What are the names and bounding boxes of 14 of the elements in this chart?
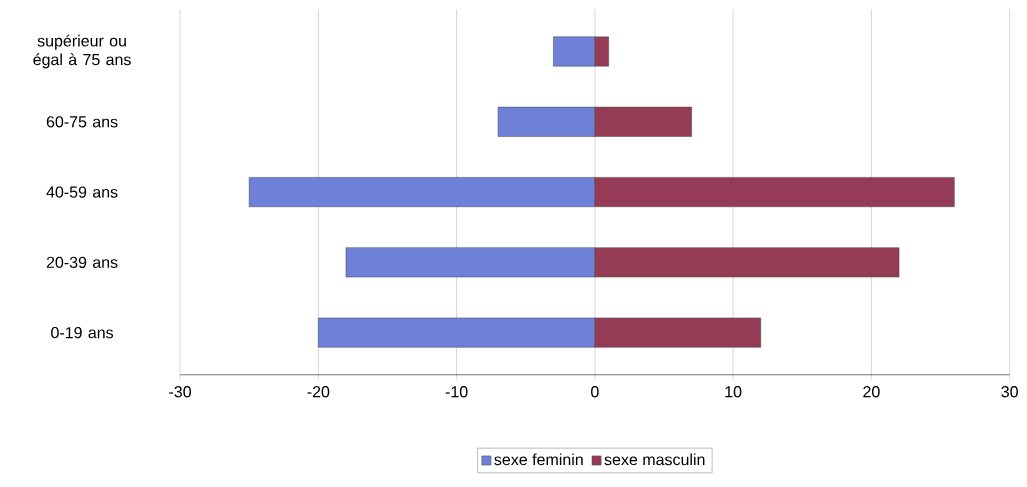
x-tick-label: 20 <box>863 386 880 398</box>
x-tick-label: -30 <box>169 386 192 398</box>
y-tick-label: 20-39 ans <box>46 256 118 269</box>
x-tick-label: -20 <box>307 386 330 398</box>
legend-label: sexe masculin <box>604 453 705 466</box>
y-tick-label: 60-75 ans <box>46 116 118 128</box>
legend-label: sexe feminin <box>494 453 583 466</box>
x-tick-label: 10 <box>725 386 742 398</box>
y-tick-label: 0-19 ans <box>51 327 114 339</box>
y-tick-label: supérieur ou égal à 75 ans <box>33 34 131 69</box>
x-tick-label: -10 <box>445 386 468 398</box>
y-tick-label: 40-59 ans <box>46 186 118 198</box>
x-tick-label: 0 <box>591 386 599 398</box>
x-tick-label: 30 <box>1001 386 1018 398</box>
